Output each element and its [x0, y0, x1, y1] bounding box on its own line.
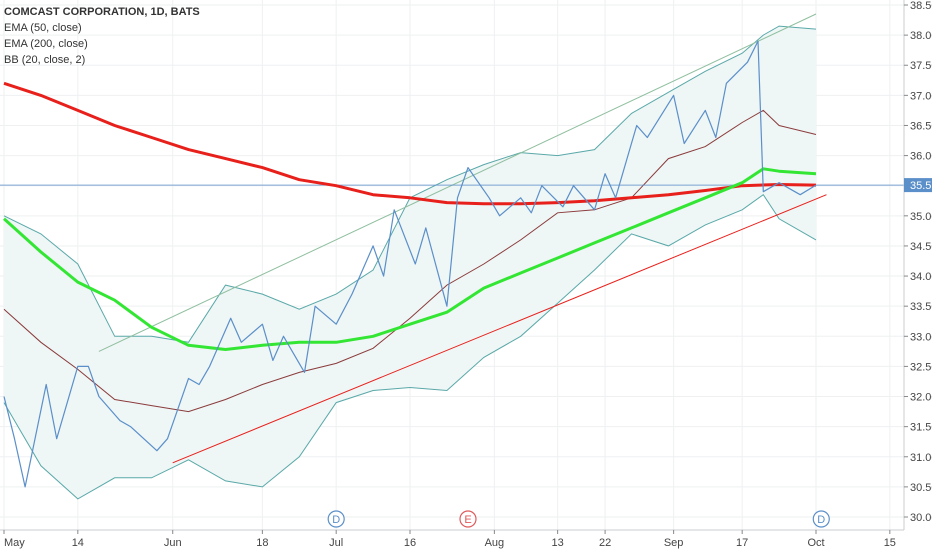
legend-ema50[interactable]: EMA (50, close)	[4, 22, 82, 34]
price-tick-label: 38.00	[910, 30, 932, 42]
bollinger-upper-line	[3, 25, 817, 343]
earnings-marker[interactable]: E	[459, 510, 477, 528]
time-tick-label: 14	[72, 537, 84, 549]
event-label: D	[817, 514, 825, 526]
bollinger-basis-line	[3, 109, 817, 413]
trendline-upper	[98, 13, 817, 352]
price-tick-label: 32.00	[910, 392, 932, 404]
ema50-line	[2, 167, 817, 351]
last-price-tag-bg	[904, 178, 932, 193]
time-tick-label: May	[4, 537, 25, 549]
price-tick-label: 36.50	[910, 120, 932, 132]
time-tick-label: 16	[404, 537, 416, 549]
price-tick-label: 37.00	[910, 90, 932, 102]
event-label: D	[332, 514, 340, 526]
event-circle	[327, 510, 345, 528]
price-tick-label: 34.00	[910, 271, 932, 283]
time-tick-label: 13	[552, 537, 564, 549]
price-line	[3, 40, 817, 488]
price-tick-label: 31.50	[910, 422, 932, 434]
last-price-tag-label: 35.51	[910, 180, 932, 192]
ema200-line	[3, 81, 817, 206]
price-tick-label: 33.00	[910, 331, 932, 343]
time-tick-label: Sep	[664, 537, 684, 549]
price-tick-label: 33.50	[910, 301, 932, 313]
event-label: E	[464, 514, 471, 526]
price-axis	[904, 0, 932, 550]
dividend-marker[interactable]: D	[812, 510, 830, 528]
symbol-title: COMCAST CORPORATION, 1D, BATS	[4, 6, 200, 18]
time-tick-label: Aug	[485, 537, 505, 549]
event-circle	[459, 510, 477, 528]
event-circle	[812, 510, 830, 528]
price-tick-label: 34.50	[910, 241, 932, 253]
dividend-marker[interactable]: D	[327, 510, 345, 528]
price-tick-label: 30.00	[910, 512, 932, 524]
price-tick-label: 32.50	[910, 361, 932, 373]
chart-legend: COMCAST CORPORATION, 1D, BATS EMA (50, c…	[4, 4, 200, 68]
price-tick-label: 35.00	[910, 211, 932, 223]
time-tick-label: 15	[884, 537, 896, 549]
time-tick-label: 17	[736, 537, 748, 549]
price-tick-label: 31.00	[910, 452, 932, 464]
price-tick-label: 37.50	[910, 60, 932, 72]
price-tick-label: 38.50	[910, 0, 932, 12]
time-tick-label: Oct	[807, 537, 824, 549]
last-price-tag: 35.51	[904, 178, 932, 193]
legend-bollinger[interactable]: BB (20, close, 2)	[4, 54, 86, 66]
time-tick-label: 18	[256, 537, 268, 549]
time-axis	[0, 530, 932, 550]
legend-ema200[interactable]: EMA (200, close)	[4, 38, 88, 50]
time-tick-label: Jul	[329, 537, 343, 549]
price-tick-label: 30.50	[910, 482, 932, 494]
bollinger-fill	[4, 26, 816, 499]
time-tick-label: Jun	[164, 537, 182, 549]
price-tick-label: 36.00	[910, 151, 932, 163]
time-tick-label: 22	[599, 537, 611, 549]
bollinger-lower-line	[3, 193, 817, 500]
trendline-lower	[172, 194, 827, 464]
